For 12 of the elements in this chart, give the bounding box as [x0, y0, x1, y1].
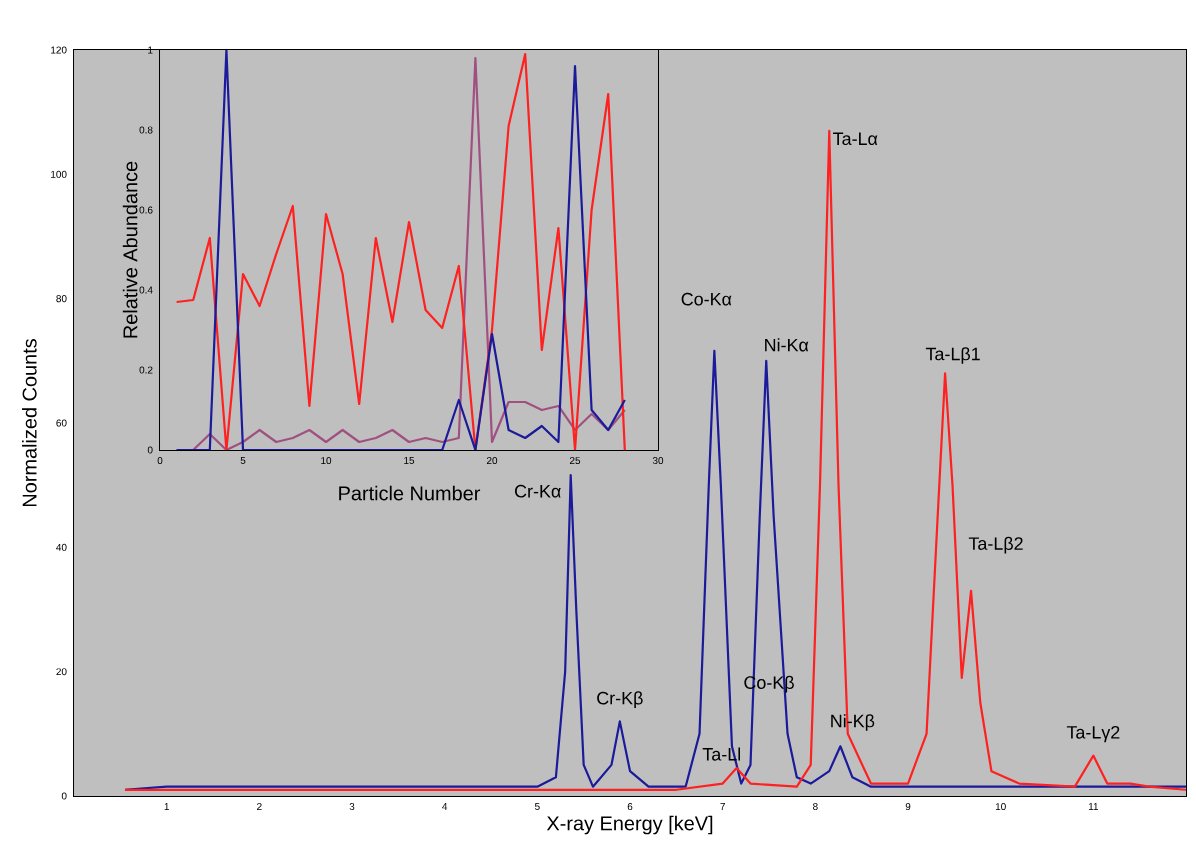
- annotation: Ni-Kα: [765, 338, 809, 352]
- annotation: Ta-Lγ2: [1066, 725, 1120, 743]
- annotation: Co-Kα: [681, 292, 732, 306]
- annotation: Ta-Lβ1: [925, 347, 980, 364]
- annotation: Ta-Lβ2: [968, 536, 1023, 554]
- annotation: Cr-Kβ: [597, 691, 643, 708]
- x-axis-title: Particle Number: [339, 485, 481, 501]
- y-axis-title: Normalized Counts: [22, 339, 37, 507]
- annotation: Ta-Lα: [833, 132, 878, 146]
- x-axis-title: X-ray Energy [keV]: [546, 815, 713, 835]
- annotation: Cr-Kα: [515, 484, 561, 498]
- y-axis-title: Relative Abundance: [122, 161, 138, 338]
